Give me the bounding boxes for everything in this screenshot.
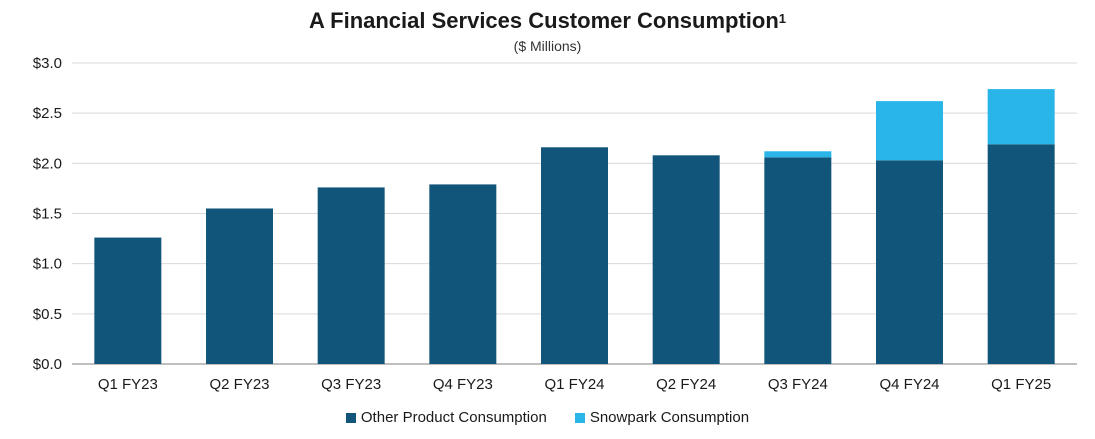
bar-chart: $0.0 $0.5 $1.0 $1.5 $2.0 $2.5 $3.0 Q1 FY23 Q2 F… xyxy=(33,55,1077,393)
chart-subtitle: ($ Millions) xyxy=(513,38,582,54)
legend-label-other: Other Product Consumption xyxy=(360,409,547,426)
legend-item-snowpark: Snowpark Consumption xyxy=(574,409,750,426)
x-tick-label: Q2 FY24 xyxy=(656,376,716,393)
y-tick-label: $2.0 xyxy=(33,155,62,172)
x-axis: Q1 FY23 Q2 FY23 Q3 FY23 Q4 FY23 Q1 FY24 Q2 FY… xyxy=(98,376,1051,393)
bar-snowpark xyxy=(987,89,1055,145)
bar-other-product xyxy=(541,147,608,364)
x-tick-label: Q1 FY24 xyxy=(544,376,604,393)
x-tick-label: Q1 FY23 xyxy=(98,376,158,393)
legend-swatch-other xyxy=(345,412,356,423)
x-tick-label: Q2 FY23 xyxy=(209,376,269,393)
y-tick-label: $0.0 xyxy=(33,356,62,373)
bar-snowpark xyxy=(876,101,943,161)
legend-label-snowpark: Snowpark Consumption xyxy=(589,409,750,426)
x-tick-label: Q3 FY23 xyxy=(321,376,381,393)
bar-snowpark xyxy=(764,151,832,158)
bar-other-product xyxy=(764,157,832,364)
y-tick-label: $1.5 xyxy=(33,206,62,223)
chart-title: A Financial Services Customer Consumptio… xyxy=(308,8,787,33)
bar-other-product xyxy=(876,160,943,364)
chart-legend: Other Product Consumption Snowpark Consu… xyxy=(0,409,1095,426)
y-axis: $0.0 $0.5 $1.0 $1.5 $2.0 $2.5 $3.0 xyxy=(33,55,62,373)
x-tick-label: Q4 FY23 xyxy=(433,376,493,393)
legend-item-other: Other Product Consumption xyxy=(345,409,547,426)
bar-other-product xyxy=(987,144,1055,364)
x-tick-label: Q3 FY24 xyxy=(768,376,828,393)
bar-other-product xyxy=(652,155,720,364)
title-footnote-marker: 1 xyxy=(778,11,787,26)
bar-other-product xyxy=(206,208,273,364)
y-tick-label: $1.0 xyxy=(33,256,62,273)
bar-other-product xyxy=(317,187,385,364)
bars xyxy=(94,89,1055,364)
y-tick-label: $3.0 xyxy=(33,55,62,72)
x-tick-label: Q1 FY25 xyxy=(991,376,1051,393)
bar-other-product xyxy=(429,184,497,364)
y-tick-label: $0.5 xyxy=(33,306,62,323)
x-tick-label: Q4 FY24 xyxy=(879,376,939,393)
y-tick-label: $2.5 xyxy=(33,105,62,122)
legend-swatch-snowpark xyxy=(574,412,585,423)
bar-other-product xyxy=(94,237,162,364)
